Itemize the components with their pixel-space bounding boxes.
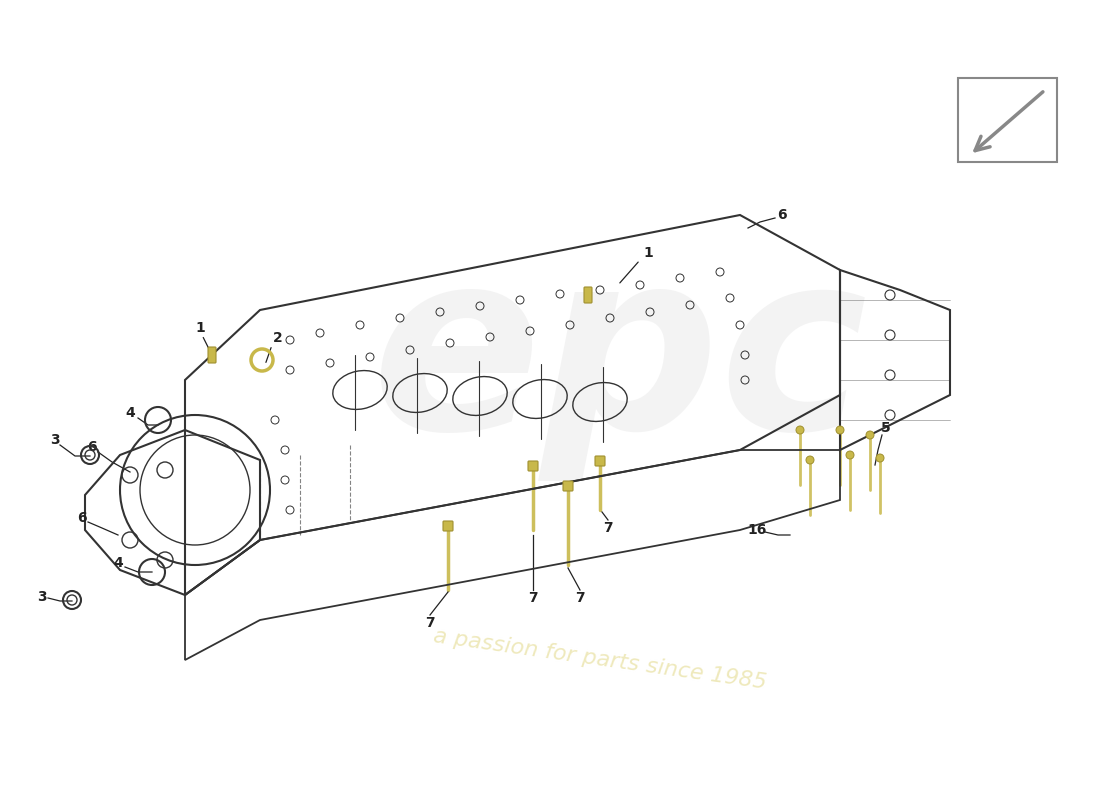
Text: 7: 7	[426, 616, 434, 630]
Text: 6: 6	[87, 440, 97, 454]
Text: 7: 7	[528, 591, 538, 605]
Text: 5: 5	[881, 421, 891, 435]
Circle shape	[866, 431, 874, 439]
Text: 3: 3	[37, 590, 47, 604]
Text: 7: 7	[603, 521, 613, 535]
FancyBboxPatch shape	[563, 481, 573, 491]
Text: 4: 4	[113, 556, 123, 570]
Text: 2: 2	[273, 331, 283, 345]
Circle shape	[846, 451, 854, 459]
Circle shape	[836, 426, 844, 434]
Text: 6: 6	[77, 511, 87, 525]
Text: 1: 1	[195, 321, 205, 335]
Text: 6: 6	[778, 208, 786, 222]
Text: 3: 3	[51, 433, 59, 447]
Circle shape	[806, 456, 814, 464]
Circle shape	[796, 426, 804, 434]
FancyBboxPatch shape	[208, 347, 216, 363]
FancyBboxPatch shape	[595, 456, 605, 466]
Text: 1: 1	[644, 246, 653, 260]
Text: 7: 7	[575, 591, 585, 605]
Text: 4: 4	[125, 406, 135, 420]
FancyBboxPatch shape	[443, 521, 453, 531]
Circle shape	[876, 454, 884, 462]
FancyBboxPatch shape	[528, 461, 538, 471]
Text: epc: epc	[372, 239, 868, 481]
Text: a passion for parts since 1985: a passion for parts since 1985	[432, 626, 768, 694]
FancyBboxPatch shape	[584, 287, 592, 303]
Text: 16: 16	[747, 523, 767, 537]
